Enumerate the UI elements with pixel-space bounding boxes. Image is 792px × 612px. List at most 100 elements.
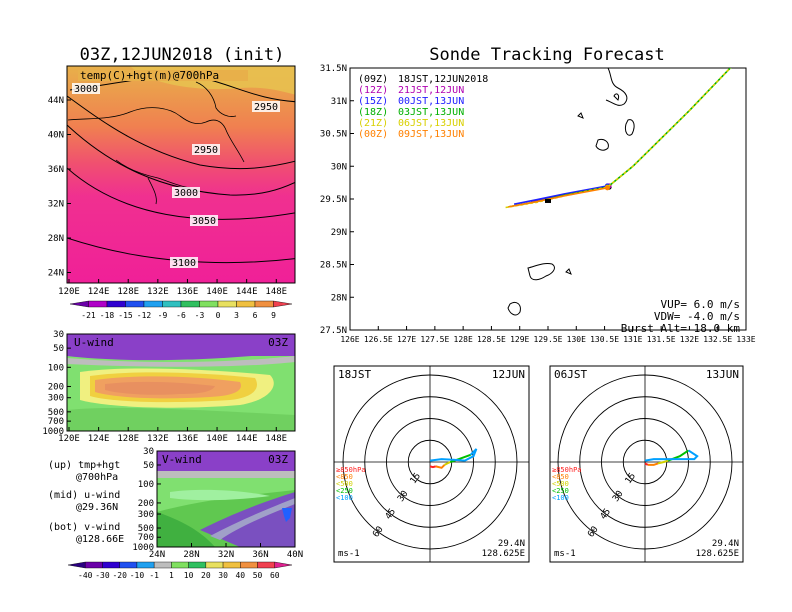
temp-colorbar-label: -3: [195, 311, 205, 320]
v-wind-y-tick-label: 200: [138, 499, 154, 509]
track-x-tick-label: 127.5E: [420, 335, 449, 344]
track-series: [505, 68, 732, 209]
temp-colorbar-label: 9: [271, 311, 276, 320]
track-end-point: [604, 185, 610, 191]
pressure-legend: <250: [336, 487, 353, 495]
launch-point: [545, 198, 551, 203]
legend-jst: 00JST,13JUN: [398, 96, 464, 107]
track-y-tick-label: 29.5N: [320, 195, 347, 205]
v-wind-y-tick-label: 500: [138, 524, 154, 534]
track-y-tick-label: 31N: [331, 97, 347, 107]
pressure-legend: ≥850hPa: [336, 466, 366, 474]
legend-utc: (00Z): [358, 129, 388, 140]
upper-x-ticks: 120E 124E 128E 132E 136E 140E 144E 148E: [58, 279, 287, 297]
track-x-ticks: 126E 126.5E 127E 127.5E 128E 128.5E 129E 129.5E…: [340, 326, 756, 344]
contour-label: 3100: [172, 258, 196, 269]
upper-y-tick-label: 36N: [48, 165, 64, 175]
upper-y-tick-label: 32N: [48, 200, 64, 210]
legend-jst: 18JST,12JUN2018: [398, 74, 488, 85]
temp-colorbar-swatch: [88, 300, 108, 308]
upper-y-tick-label: 44N: [48, 96, 64, 106]
u-wind-x-tick-label: 124E: [88, 434, 110, 444]
v-wind-y-tick-label: 700: [138, 533, 154, 543]
caption-up-line2: @700hPa: [76, 472, 119, 483]
temp-colorbar-swatch: [106, 300, 126, 308]
hodograph-header-right: 13JUN: [706, 368, 739, 381]
temp-colorbar-swatch: [162, 300, 182, 308]
track-x-tick-label: 128E: [454, 335, 473, 344]
track-x-tick-label: 127E: [397, 335, 416, 344]
hodograph-units: ms-1: [554, 549, 576, 559]
temp-colorbar-swatch: [180, 300, 200, 308]
u-wind-x-tick-label: 144E: [236, 434, 258, 444]
hodograph-trace: [449, 453, 471, 463]
wind-colorbar-swatch: [153, 561, 172, 569]
pressure-legend: <850: [336, 473, 353, 481]
track-x-tick-label: 130.5E: [590, 335, 619, 344]
contour-label: 2950: [194, 145, 218, 156]
contour-labels: 3000 2950 2950 3000 3050 3100: [72, 83, 280, 269]
hodograph-lat: 29.4N: [712, 539, 739, 549]
track-y-tick-label: 27.5N: [320, 326, 347, 336]
track-x-tick-label: 133E: [736, 335, 755, 344]
track-x-tick-label: 129E: [510, 335, 529, 344]
upper-x-tick-label: 124E: [88, 287, 110, 297]
hodograph-trace: [647, 462, 659, 466]
upper-x-tick-label: 120E: [58, 287, 80, 297]
hodograph-trace: [444, 461, 451, 466]
track-x-tick-label: 130E: [567, 335, 586, 344]
wind-colorbar-label: -1: [149, 571, 159, 580]
wind-colorbar-label: 1: [169, 571, 174, 580]
v-wind-x-ticks: 24N 28N 32N 36N 40N: [149, 543, 303, 560]
wind-colorbar-swatch: [188, 561, 207, 569]
vdw-text: VDW= -4.0 m/s: [654, 310, 740, 323]
upper-y-tick-label: 24N: [48, 269, 64, 279]
caption-up-line1: (up) tmp+hgt: [48, 460, 121, 471]
pressure-legend: <100: [336, 494, 353, 502]
hodograph-lon: 128.625E: [696, 549, 739, 559]
temp-colorbar-swatch: [199, 300, 219, 308]
legend-jst: 09JST,13JUN: [398, 129, 464, 140]
wind-colorbar-swatch: [240, 561, 258, 569]
u-wind-y-tick-label: 100: [48, 363, 64, 373]
track-x-tick-label: 131.5E: [647, 335, 676, 344]
track-y-tick-label: 30N: [331, 162, 347, 172]
legend-utc: (15Z): [358, 96, 388, 107]
temp-colorbar-label: 3: [234, 311, 239, 320]
legend-utc: (12Z): [358, 85, 388, 96]
v-wind-y-tick-label: 50: [143, 461, 154, 471]
u-wind-x-tick-label: 136E: [177, 434, 199, 444]
track-line: [508, 187, 608, 208]
contour-label: 3000: [74, 84, 98, 95]
hodograph-trace: [429, 465, 437, 469]
temp-colorbar-label: -12: [137, 311, 152, 320]
upper-x-tick-label: 144E: [236, 287, 258, 297]
hodograph-lon: 128.625E: [482, 549, 525, 559]
upper-y-tick-label: 28N: [48, 234, 64, 244]
u-wind-x-ticks: 120E 124E 128E 132E 136E 140E 144E 148E: [58, 427, 287, 444]
hodograph-trace: [429, 448, 478, 462]
track-legend: (09Z) 18JST,12JUN2018 (12Z) 21JST,12JUN (15Z…: [358, 74, 488, 140]
temp-colorbar-label: -21: [81, 311, 96, 320]
wind-colorbar-label: -40: [78, 571, 93, 580]
v-wind-x-tick-label: 32N: [218, 550, 234, 560]
upper-panel: temp(C)+hgt(m)@700hPa 300029502950300030…: [48, 65, 296, 297]
track-x-tick-label: 126.5E: [364, 335, 393, 344]
u-wind-y-tick-label: 500: [48, 408, 64, 418]
track-x-tick-label: 129.5E: [534, 335, 563, 344]
legend-utc: (18Z): [358, 107, 388, 118]
pressure-legend: <100: [552, 494, 569, 502]
contour-label: 3050: [192, 216, 216, 227]
v-wind-time: 03Z: [268, 453, 288, 466]
u-wind-y-tick-label: 1000: [42, 427, 64, 437]
v-wind-x-tick-label: 36N: [252, 550, 268, 560]
wind-colorbar-swatch: [67, 561, 86, 569]
wind-colorbar-label: 10: [184, 571, 194, 580]
wind-colorbar-label: -30: [95, 571, 110, 580]
wind-colorbar-swatch: [222, 561, 241, 569]
track-x-tick-label: 131E: [623, 335, 642, 344]
wind-colorbar-swatch: [102, 561, 120, 569]
